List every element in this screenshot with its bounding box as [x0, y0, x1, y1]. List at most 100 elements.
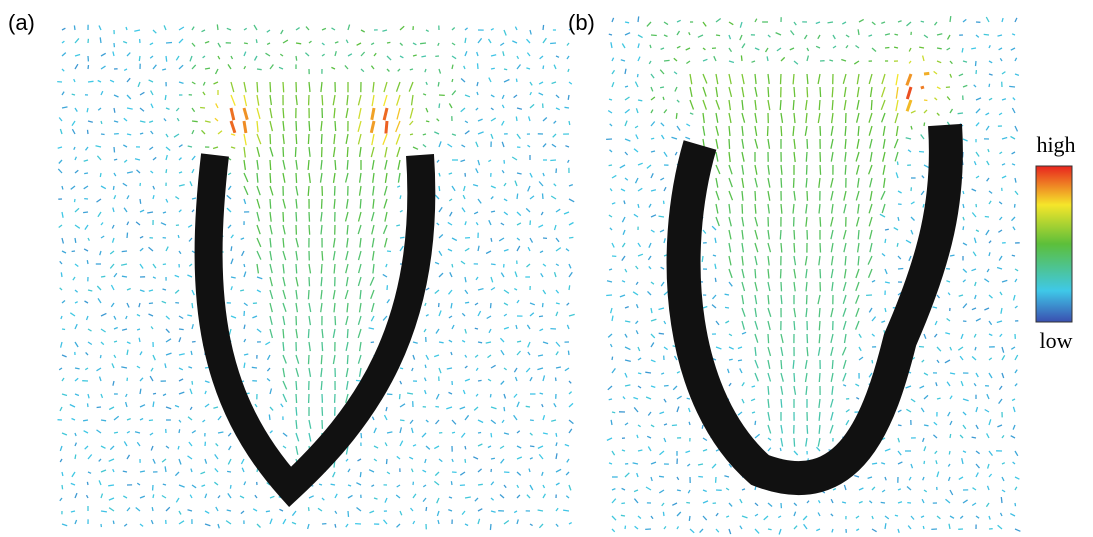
flow-arrow — [189, 442, 192, 446]
flow-arrow — [806, 113, 807, 123]
flow-arrow — [742, 113, 745, 123]
flow-arrow — [214, 482, 218, 485]
flow-arrow — [781, 126, 782, 136]
flow-arrow — [742, 382, 744, 386]
flow-arrow — [950, 434, 951, 438]
flow-arrow — [712, 464, 716, 468]
flow-arrow — [986, 230, 989, 235]
flow-arrow — [651, 97, 655, 100]
flow-arrow — [322, 28, 326, 30]
flow-arrow — [755, 243, 758, 252]
flow-arrow — [622, 243, 625, 247]
flow-arrow — [448, 144, 453, 147]
flow-arrow — [477, 92, 478, 95]
flow-arrow — [296, 407, 297, 416]
flow-arrow — [871, 87, 873, 97]
flow-arrow — [950, 516, 954, 518]
flow-arrow — [976, 176, 979, 178]
flow-arrow — [625, 109, 630, 113]
flow-arrow — [625, 269, 627, 272]
flow-arrow — [794, 87, 795, 97]
flow-arrow — [690, 87, 692, 97]
flow-arrow — [478, 311, 481, 316]
flow-arrow — [664, 22, 668, 25]
flow-arrow — [755, 308, 756, 317]
flow-arrow — [972, 213, 976, 218]
flow-arrow — [270, 160, 271, 170]
flow-arrow — [869, 35, 873, 36]
flow-arrow — [793, 100, 794, 110]
flow-arrow — [741, 55, 742, 61]
flow-arrow — [139, 338, 140, 342]
flow-arrow — [625, 423, 628, 425]
flow-arrow — [488, 379, 491, 381]
flow-arrow — [898, 451, 901, 455]
flow-arrow — [565, 368, 569, 371]
flow-arrow — [305, 53, 309, 56]
flow-arrow — [97, 407, 101, 408]
flow-arrow — [450, 272, 452, 277]
flow-arrow — [478, 380, 482, 381]
flow-arrow — [227, 195, 231, 199]
flow-arrow — [1013, 462, 1015, 464]
flow-arrow — [166, 339, 171, 342]
flow-arrow — [448, 222, 452, 225]
flow-arrow — [976, 464, 980, 468]
flow-arrow — [205, 367, 209, 368]
flow-arrow — [478, 420, 483, 423]
flow-arrow — [178, 235, 179, 238]
flow-arrow — [556, 264, 559, 266]
flow-arrow — [478, 119, 483, 121]
flow-arrow — [112, 225, 114, 229]
flow-arrow — [140, 210, 144, 212]
flow-arrow — [127, 78, 130, 82]
flow-arrow — [357, 508, 362, 512]
flow-arrow — [807, 347, 808, 356]
flow-arrow — [127, 419, 131, 420]
flow-arrow — [321, 173, 323, 183]
flow-arrow — [371, 290, 374, 299]
flow-arrow — [894, 47, 898, 48]
flow-arrow — [256, 39, 257, 43]
flow-arrow — [703, 450, 707, 452]
flow-arrow — [856, 191, 859, 200]
flow-arrow — [565, 445, 569, 447]
flow-arrow — [216, 103, 218, 108]
flow-arrow — [921, 21, 924, 22]
flow-arrow — [296, 251, 297, 260]
flow-arrow — [504, 183, 506, 186]
flow-arrow — [752, 61, 756, 62]
flow-arrow — [794, 451, 798, 455]
flow-arrow — [461, 261, 465, 264]
flow-arrow — [489, 39, 492, 43]
flow-arrow — [543, 66, 544, 70]
flow-arrow — [530, 420, 534, 421]
flow-arrow — [677, 477, 679, 480]
flow-arrow — [426, 355, 429, 360]
flow-arrow — [192, 485, 196, 488]
flow-arrow — [400, 394, 401, 399]
flow-arrow — [703, 516, 707, 520]
flow-arrow — [924, 35, 928, 38]
flow-arrow — [612, 316, 613, 321]
flow-arrow — [1002, 435, 1004, 438]
flow-arrow — [114, 316, 116, 320]
flow-arrow — [567, 459, 569, 462]
flow-arrow — [742, 126, 743, 136]
flow-arrow — [895, 113, 898, 123]
flow-arrow — [463, 195, 465, 199]
flow-arrow — [149, 314, 154, 316]
flow-arrow — [716, 178, 718, 188]
flow-arrow — [465, 446, 466, 449]
flow-arrow — [819, 321, 820, 330]
flow-arrow — [387, 432, 392, 433]
flow-arrow — [755, 48, 759, 50]
flow-arrow — [504, 433, 509, 434]
flow-arrow — [292, 511, 296, 516]
flow-arrow — [452, 432, 455, 433]
flow-arrow — [610, 189, 612, 192]
flow-arrow — [651, 319, 656, 321]
flow-arrow — [241, 511, 244, 514]
flow-arrow — [664, 347, 668, 350]
flow-arrow — [179, 251, 181, 254]
